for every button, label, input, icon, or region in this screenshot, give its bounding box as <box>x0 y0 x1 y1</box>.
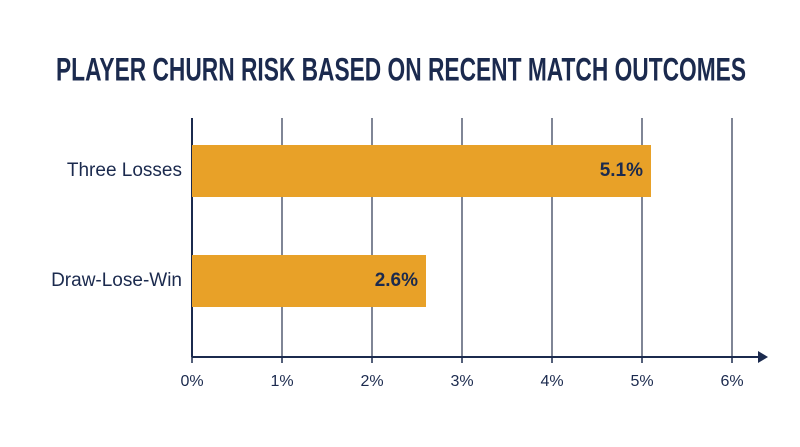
x-tick-label: 0% <box>180 373 203 390</box>
x-tick-label: 4% <box>540 373 563 390</box>
value-label: 2.6% <box>375 270 418 291</box>
x-tick-label: 5% <box>630 373 653 390</box>
x-tick-label: 3% <box>450 373 473 390</box>
x-axis-arrow <box>758 351 768 363</box>
value-label: 5.1% <box>600 160 643 181</box>
x-tick-label: 2% <box>360 373 383 390</box>
chart-title: PLAYER CHURN RISK BASED ON RECENT MATCH … <box>56 51 746 87</box>
y-tick-label: Three Losses <box>67 160 182 181</box>
x-tick-label: 1% <box>270 373 293 390</box>
y-tick-label: Draw-Lose-Win <box>51 270 182 291</box>
x-tick-label: 6% <box>720 373 743 390</box>
bar <box>192 255 426 307</box>
bar <box>192 145 651 197</box>
